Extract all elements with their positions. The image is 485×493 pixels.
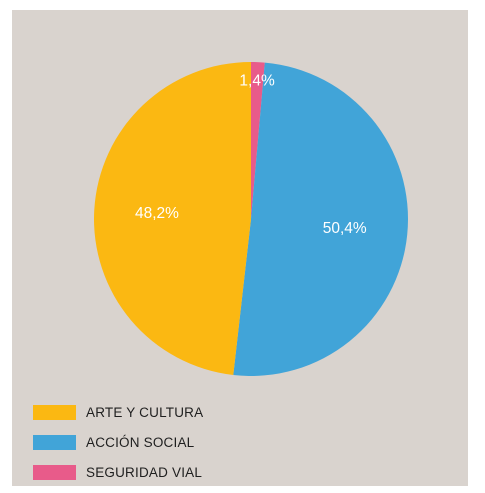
legend-swatch	[33, 434, 76, 450]
legend-swatch	[33, 464, 76, 480]
legend-label: SEGURIDAD VIAL	[86, 464, 203, 480]
pie-data-label: 50,4%	[323, 220, 367, 237]
pie-slice-arte-y-cultura	[94, 61, 251, 375]
pie-slice-seguridad-vial	[251, 62, 265, 219]
legend-swatch	[33, 404, 76, 420]
legend-item-seguridad-vial: SEGURIDAD VIAL	[33, 463, 203, 481]
legend-item-accion-social: ACCIÓN SOCIAL	[33, 433, 203, 451]
pie-slice-acción-social	[233, 62, 409, 376]
pie-data-label: 1,4%	[239, 72, 275, 89]
pie-data-label: 48,2%	[135, 205, 179, 222]
legend-label: ACCIÓN SOCIAL	[86, 434, 195, 450]
legend-item-arte-y-cultura: ARTE Y CULTURA	[33, 403, 203, 421]
legend-label: ARTE Y CULTURA	[86, 404, 204, 420]
pie-chart: 1,4% 50,4% 48,2%	[94, 61, 409, 376]
chart-panel: 1,4% 50,4% 48,2% ARTE Y CULTURA ACCIÓN SOC…	[12, 10, 468, 486]
chart-legend: ARTE Y CULTURA ACCIÓN SOCIAL SEGURIDAD V…	[33, 403, 203, 493]
